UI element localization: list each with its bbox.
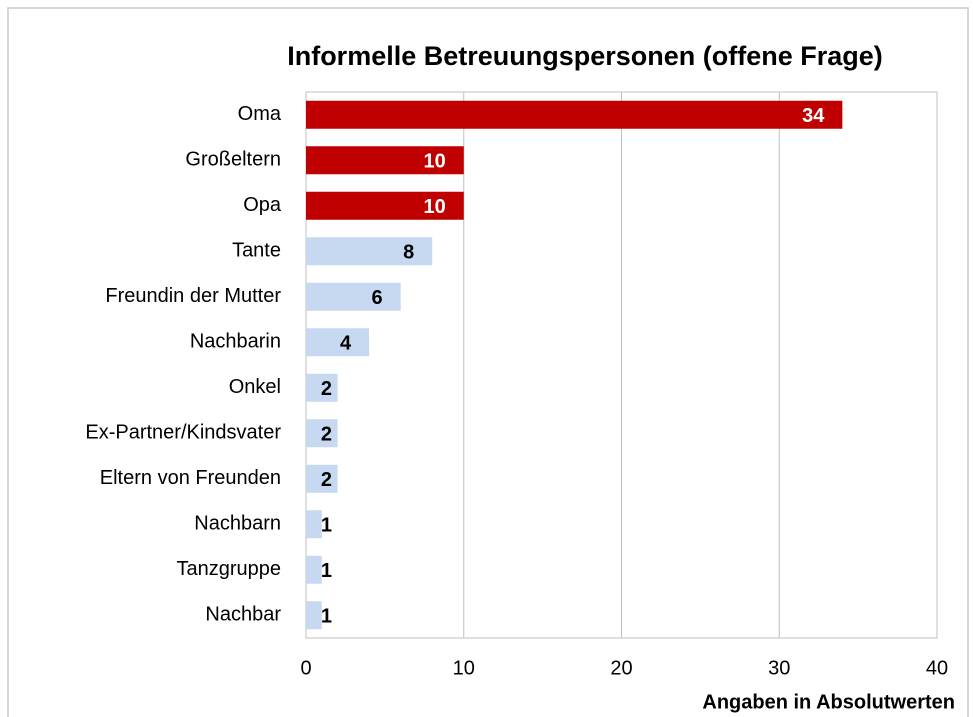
- x-tick-label: 40: [926, 657, 948, 679]
- y-tick-label: Nachbarn: [194, 513, 281, 535]
- value-label: 34: [802, 105, 825, 127]
- y-tick-label: Oma: [238, 103, 282, 125]
- value-label: 1: [321, 606, 332, 628]
- y-tick-label: Großeltern: [185, 149, 281, 171]
- y-tick-label: Nachbar: [205, 604, 281, 626]
- value-label: 1: [321, 515, 332, 537]
- y-tick-label: Opa: [243, 194, 282, 216]
- x-tick-label: 20: [610, 657, 632, 679]
- bar: [306, 328, 370, 357]
- y-tick-label: Freundin der Mutter: [105, 285, 281, 307]
- value-label: 8: [403, 242, 414, 264]
- y-tick-label: Eltern von Freunden: [100, 467, 281, 489]
- chart-border: [7, 7, 969, 717]
- chart-title: Informelle Betreuungspersonen (offene Fr…: [287, 41, 883, 71]
- x-tick-label: 10: [453, 657, 475, 679]
- value-label: 6: [372, 287, 383, 309]
- value-label: 2: [321, 469, 332, 491]
- y-tick-label: Tante: [232, 240, 281, 262]
- value-label: 10: [424, 196, 446, 218]
- x-tick-label: 30: [768, 657, 790, 679]
- bar: [306, 464, 338, 493]
- bar: [306, 282, 401, 311]
- bar: [306, 237, 433, 266]
- x-tick-label: 0: [300, 657, 311, 679]
- bar: [306, 601, 322, 630]
- bar: [306, 146, 464, 175]
- y-tick-label: Tanzgruppe: [176, 558, 281, 580]
- value-label: 1: [321, 560, 332, 582]
- y-tick-label: Onkel: [229, 376, 281, 398]
- bar: [306, 100, 843, 129]
- y-tick-label: Nachbarin: [190, 331, 281, 353]
- value-label: 10: [424, 151, 446, 173]
- bar: [306, 555, 322, 584]
- bar: [306, 419, 338, 448]
- y-tick-label: Ex-Partner/Kindsvater: [85, 422, 281, 444]
- bar: [306, 373, 338, 402]
- value-label: 2: [321, 378, 332, 400]
- bar: [306, 510, 322, 539]
- value-label: 4: [340, 333, 352, 355]
- bar: [306, 191, 464, 220]
- x-axis-title: Angaben in Absolutwerten: [702, 691, 955, 713]
- value-label: 2: [321, 424, 332, 446]
